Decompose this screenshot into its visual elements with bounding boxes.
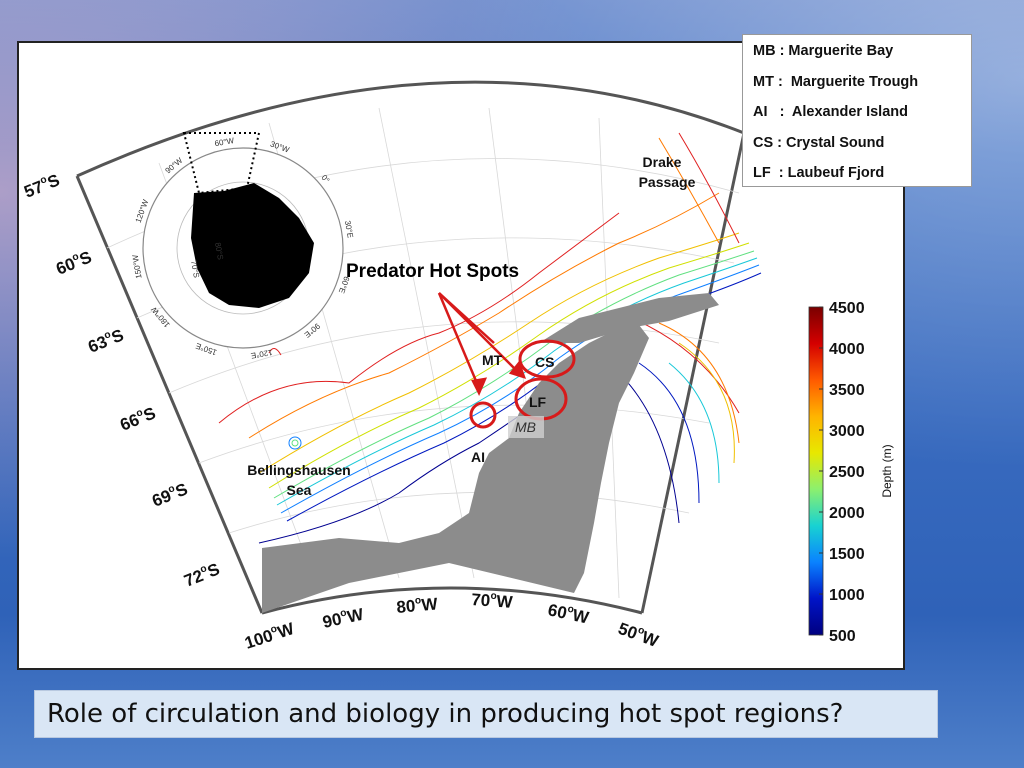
colorbar: 4500 4000 3500 3000 2500 2000 1500 1000 500 Depth… bbox=[808, 300, 894, 645]
colorbar-tick-label: 1500 bbox=[829, 546, 865, 563]
inset-latitude-label: 80°S bbox=[213, 242, 225, 261]
latitude-label-69: 69oS bbox=[149, 479, 190, 511]
map-title: Predator Hot Spots bbox=[346, 261, 519, 282]
landmass bbox=[262, 293, 719, 613]
label-drake-passage-2: Passage bbox=[639, 174, 696, 190]
abbreviation-legend: MB : Marguerite Bay MT : Marguerite Trou… bbox=[742, 34, 972, 187]
inset-rim-label: 150°W bbox=[131, 254, 144, 280]
hotspot-arrows bbox=[437, 292, 527, 396]
mb-label-box bbox=[508, 416, 544, 438]
inset-latitude-label: 70°S bbox=[189, 260, 201, 279]
inset-globe bbox=[142, 132, 344, 349]
longitude-label-50: 50oW bbox=[616, 618, 662, 651]
map-frame-right-edge bbox=[640, 132, 746, 614]
caption-text: Role of circulation and biology in produ… bbox=[47, 699, 844, 729]
latitude-label-63: 63oS bbox=[85, 325, 126, 357]
latitude-label-57: 57oS bbox=[21, 170, 62, 202]
latitude-label-66: 66oS bbox=[117, 403, 158, 435]
map-svg: 60°W 30°W0°30°E60°E90°E120°E150°E180°W150… bbox=[21, 80, 894, 653]
colorbar-tick-label: 4500 bbox=[829, 300, 865, 317]
colorbar-tick-label: 3000 bbox=[829, 423, 865, 440]
longitude-label-90: 90oW bbox=[321, 604, 366, 632]
label-mt: MT bbox=[482, 352, 503, 368]
colorbar-tick-label: 1000 bbox=[829, 587, 865, 604]
inset-rim-label: 0° bbox=[319, 173, 331, 185]
legend-line-mt: MT : Marguerite Trough bbox=[753, 73, 919, 90]
map-frame-top-arc bbox=[76, 80, 745, 178]
inset-rim-label: 120°E bbox=[250, 348, 273, 361]
legend-line-lf: LF : Laubeuf Fjord bbox=[753, 165, 885, 181]
latitude-label-60: 60oS bbox=[53, 247, 94, 279]
colorbar-tick-label: 4000 bbox=[829, 341, 865, 358]
label-drake-passage-1: Drake bbox=[643, 154, 682, 170]
label-bellingshausen-2: Sea bbox=[287, 482, 312, 498]
latitude-label-72: 72oS bbox=[181, 559, 222, 591]
longitude-label-100: 100oW bbox=[242, 618, 297, 653]
label-cs: CS bbox=[535, 354, 554, 370]
label-bellingshausen-1: Bellingshausen bbox=[247, 462, 350, 478]
longitude-label-70: 70oW bbox=[471, 589, 514, 612]
colorbar-label: Depth (m) bbox=[880, 444, 894, 497]
longitude-label-80: 80oW bbox=[396, 594, 440, 617]
colorbar-tick-label: 500 bbox=[829, 628, 856, 645]
inset-rim-label: 30°E bbox=[343, 220, 355, 239]
colorbar-tick-label: 2500 bbox=[829, 464, 865, 481]
label-ai: AI bbox=[471, 449, 485, 465]
legend-line-cs: CS : Crystal Sound bbox=[753, 134, 885, 151]
legend-line-ai: AI : Alexander Island bbox=[753, 104, 908, 120]
colorbar-tick-label: 2000 bbox=[829, 505, 865, 522]
colorbar-tick-label: 3500 bbox=[829, 382, 865, 399]
inset-rim-label: 60°W bbox=[214, 136, 235, 148]
map-frame-left-edge bbox=[75, 175, 264, 614]
label-lf: LF bbox=[529, 394, 547, 410]
longitude-label-60: 60oW bbox=[546, 600, 591, 628]
legend-line-mb: MB : Marguerite Bay bbox=[753, 43, 894, 59]
map-frame-bottom-arc bbox=[261, 586, 643, 615]
caption-box: Role of circulation and biology in produ… bbox=[34, 690, 938, 738]
label-mb: MB bbox=[515, 419, 536, 435]
